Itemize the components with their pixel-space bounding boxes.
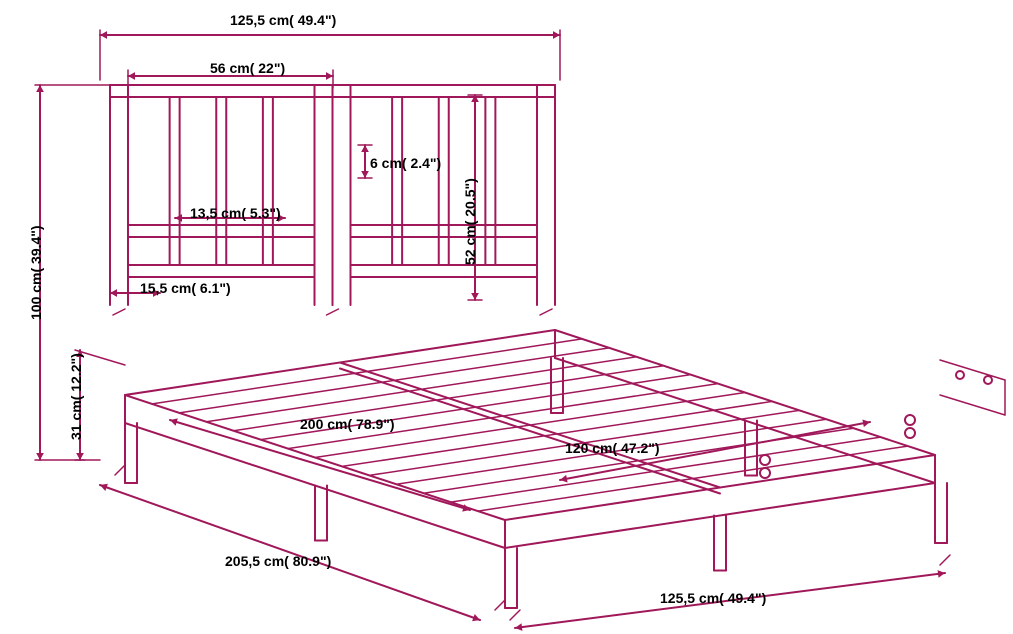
dim-headboard-height: 52 cm( 20.5") [462, 178, 478, 265]
bed-frame-diagram [0, 0, 1013, 634]
dim-total-height: 100 cm( 39.4") [28, 225, 44, 320]
dim-top-width: 125,5 cm( 49.4") [230, 12, 336, 28]
dim-gap-height: 6 cm( 2.4") [370, 155, 441, 171]
dim-post-width: 15,5 cm( 6.1") [140, 280, 231, 296]
dim-bottom-width: 125,5 cm( 49.4") [660, 590, 766, 606]
dim-bed-length: 200 cm( 78.9") [300, 416, 395, 432]
dim-panel-width: 56 cm( 22") [210, 60, 285, 76]
dim-bed-width: 120 cm( 47.2") [565, 440, 660, 456]
dim-total-length: 205,5 cm( 80.9") [225, 553, 331, 569]
dim-slat-width: 13,5 cm( 5.3") [190, 205, 281, 221]
dim-base-height: 31 cm( 12.2") [68, 353, 84, 440]
